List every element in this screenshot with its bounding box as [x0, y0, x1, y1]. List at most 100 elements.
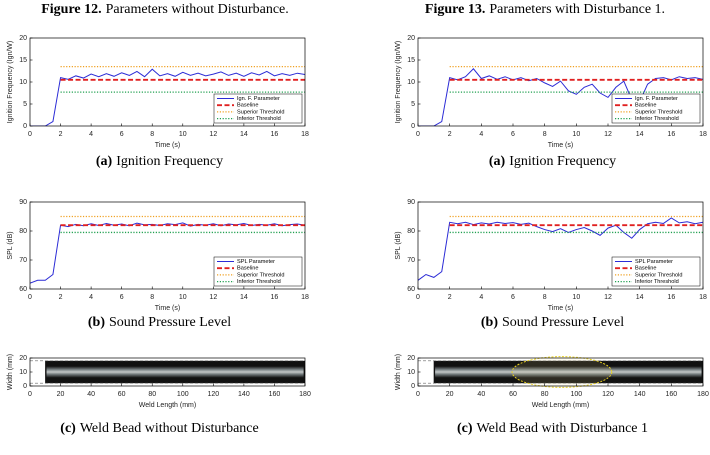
- x-tick-label: 16: [271, 294, 279, 301]
- chart: 0 2 4 6 8 10 12 14 16 18 60 70 80 90 Time (s) SPL (dB) S…: [395, 199, 707, 312]
- y-tick-label: 90: [19, 199, 27, 206]
- y-tick-label: 15: [407, 57, 415, 64]
- x-tick-label: 8: [150, 294, 154, 301]
- x-tick-label: 12: [604, 131, 612, 138]
- x-tick-label: 16: [271, 131, 279, 138]
- chart: 0 2 4 6 8 10 12 14 16 18 60 70 80 90 Time (s) SPL (dB) S…: [7, 199, 309, 312]
- x-tick-label: 12: [209, 294, 217, 301]
- x-tick-label: 60: [509, 391, 517, 398]
- figure-title: Figure 12. Parameters without Disturbance…: [41, 2, 289, 17]
- chart: 0 20 40 60 80 100 120 140 160 180 0 10 20 Weld Length…: [7, 354, 311, 409]
- legend-label: SPL Parameter: [635, 259, 673, 265]
- caption: (c) Weld Bead with Disturbance 1: [457, 421, 648, 436]
- y-tick-label: 20: [407, 355, 415, 362]
- x-tick-label: 6: [511, 131, 515, 138]
- y-tick-label: 0: [23, 383, 27, 390]
- label: Figure 12.: [41, 2, 101, 17]
- y-axis-label: Width (mm): [395, 354, 402, 390]
- y-tick-label: 0: [411, 123, 415, 130]
- x-tick-label: 10: [572, 294, 580, 301]
- x-tick-label: 10: [179, 294, 187, 301]
- x-tick-label: 0: [28, 131, 32, 138]
- text: Weld Bead with Disturbance 1: [477, 421, 649, 436]
- legend-label: SPL Parameter: [237, 259, 275, 265]
- x-tick-label: 180: [697, 391, 709, 398]
- legend-label: Ign. F. Parameter: [635, 96, 678, 102]
- y-tick-label: 15: [19, 57, 27, 64]
- y-tick-label: 10: [407, 369, 415, 376]
- x-tick-label: 14: [240, 131, 248, 138]
- y-tick-label: 20: [19, 35, 27, 42]
- y-tick-label: 5: [23, 101, 27, 108]
- text: Weld Bead without Disturbance: [80, 421, 259, 436]
- label: (a): [489, 154, 506, 169]
- y-tick-label: 10: [407, 79, 415, 86]
- x-tick-label: 100: [570, 391, 582, 398]
- x-tick-label: 18: [301, 294, 309, 301]
- x-tick-label: 4: [89, 294, 93, 301]
- legend-label: Baseline: [237, 103, 258, 109]
- x-tick-label: 18: [301, 131, 309, 138]
- caption: (a) Ignition Frequency: [96, 154, 223, 169]
- x-axis-label: Time (s): [155, 305, 180, 312]
- figure-title: Figure 13. Parameters with Disturbance 1.: [425, 2, 665, 17]
- x-tick-label: 10: [179, 131, 187, 138]
- x-tick-label: 80: [148, 391, 156, 398]
- x-tick-label: 0: [28, 391, 32, 398]
- legend-label: Inferior Threshold: [237, 116, 281, 122]
- text: Parameters without Disturbance.: [106, 2, 289, 17]
- x-tick-label: 16: [667, 131, 675, 138]
- x-tick-label: 10: [572, 131, 580, 138]
- x-tick-label: 2: [448, 131, 452, 138]
- weld-bead: [435, 366, 702, 378]
- x-axis-label: Weld Length (mm): [139, 402, 196, 409]
- legend-label: Inferior Threshold: [635, 279, 679, 285]
- x-tick-label: 6: [120, 294, 124, 301]
- text: Parameters with Disturbance 1.: [489, 2, 665, 17]
- plot-frame: [29, 37, 306, 127]
- x-tick-label: 4: [479, 131, 483, 138]
- x-tick-label: 140: [238, 391, 250, 398]
- x-tick-label: 14: [636, 294, 644, 301]
- chart: 0 20 40 60 80 100 120 140 160 180 0 10 20 Weld Length…: [395, 354, 709, 409]
- legend-label: Superior Threshold: [237, 272, 284, 278]
- y-axis-label: SPL (dB): [7, 231, 14, 259]
- legend-label: Inferior Threshold: [635, 116, 679, 122]
- chart: 0 2 4 6 8 10 12 14 16 18 0 5 10 15 20 Time (s) Ignition …: [395, 35, 707, 149]
- y-tick-label: 80: [19, 228, 27, 235]
- x-tick-label: 20: [57, 391, 65, 398]
- series-line: [30, 68, 305, 126]
- x-axis-label: Time (s): [155, 142, 180, 149]
- caption: (b) Sound Pressure Level: [88, 315, 231, 330]
- label: (b): [88, 315, 105, 330]
- x-tick-label: 0: [28, 294, 32, 301]
- x-axis-label: Time (s): [548, 142, 573, 149]
- series-line: [418, 217, 703, 281]
- legend-label: Inferior Threshold: [237, 279, 281, 285]
- caption: (c) Weld Bead without Disturbance: [60, 421, 258, 436]
- x-tick-label: 18: [699, 294, 707, 301]
- x-tick-label: 14: [636, 131, 644, 138]
- label: (c): [60, 421, 76, 436]
- y-tick-label: 80: [407, 228, 415, 235]
- text: Sound Pressure Level: [109, 315, 231, 330]
- x-axis-label: Time (s): [548, 305, 573, 312]
- plot-frame: [29, 357, 306, 387]
- x-tick-label: 120: [602, 391, 614, 398]
- x-tick-label: 20: [446, 391, 454, 398]
- plot-frame: [417, 357, 704, 387]
- y-tick-label: 10: [19, 369, 27, 376]
- y-tick-label: 60: [19, 286, 27, 293]
- x-tick-label: 180: [299, 391, 311, 398]
- caption: (b) Sound Pressure Level: [481, 315, 624, 330]
- plot-frame: [417, 201, 704, 290]
- x-tick-label: 12: [604, 294, 612, 301]
- x-tick-label: 8: [543, 294, 547, 301]
- legend-label: Superior Threshold: [635, 109, 682, 115]
- y-tick-label: 20: [407, 35, 415, 42]
- x-tick-label: 16: [667, 294, 675, 301]
- y-tick-label: 90: [407, 199, 415, 206]
- y-tick-label: 10: [19, 79, 27, 86]
- y-axis-label: Ignition Frequency (Ign/W): [7, 41, 14, 123]
